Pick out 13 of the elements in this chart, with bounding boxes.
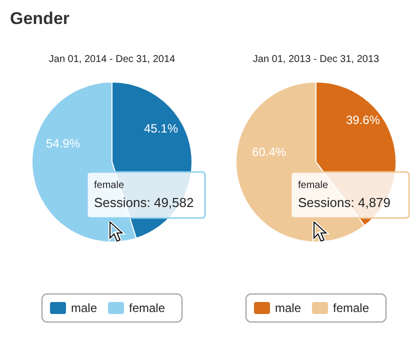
chart-title: Gender xyxy=(10,9,70,28)
data-label: 39.6% xyxy=(346,113,380,128)
chart-subtitle: Jan 01, 2014 - Dec 31, 2014 xyxy=(48,54,176,65)
legend-label: female xyxy=(333,301,370,315)
legend-label: female xyxy=(129,301,166,315)
legend-label: male xyxy=(71,301,98,315)
data-label: 45.1% xyxy=(144,121,178,136)
data-label: 60.4% xyxy=(252,144,286,159)
tooltip-box: female Sessions: 49,582 xyxy=(86,171,206,219)
chart-subtitle: Jan 01, 2013 - Dec 31, 2013 xyxy=(252,54,380,65)
data-label: 54.9% xyxy=(46,136,80,151)
tooltip-box: female Sessions: 4,879 xyxy=(290,171,410,219)
legend-label: male xyxy=(275,301,302,315)
